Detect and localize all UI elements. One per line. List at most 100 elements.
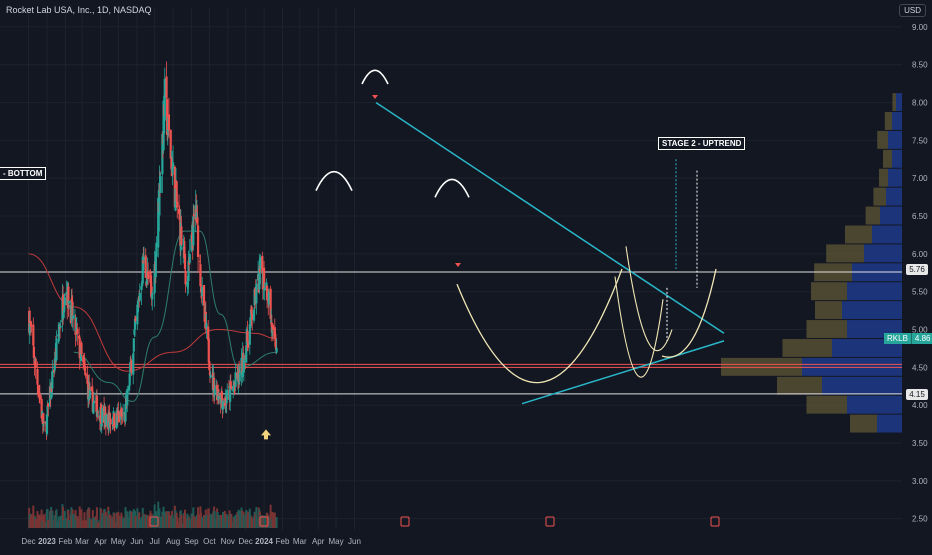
candle-body — [265, 285, 269, 300]
volume-bar — [59, 515, 62, 528]
candle-body — [191, 232, 194, 243]
candle-body — [129, 362, 132, 371]
candle-body — [249, 309, 253, 321]
candle-body — [199, 288, 203, 293]
volume-profile-up — [896, 93, 902, 112]
candle-body — [161, 133, 164, 175]
candle-body — [141, 282, 144, 287]
volume-bar — [129, 510, 132, 528]
candle-body — [183, 246, 186, 258]
candle-body — [45, 414, 49, 435]
candle-body — [72, 315, 75, 319]
candle-body — [183, 253, 187, 269]
volume-bar — [155, 511, 158, 528]
y-tick-label: 7.50 — [912, 136, 928, 145]
candle-body — [252, 309, 256, 321]
candle-body — [36, 385, 40, 394]
candle-body — [134, 316, 137, 321]
candle-body — [41, 413, 44, 424]
candle-body — [88, 389, 91, 399]
x-tick-label: Dec — [239, 537, 253, 546]
candle-body — [142, 260, 145, 264]
volume-profile-up — [886, 187, 902, 206]
x-axis: Dec 2023 Feb Mar Apr May Jun Jul Aug Sep Oct Nov Dec… — [21, 537, 361, 546]
volume-bar — [192, 516, 195, 528]
last-symbol: RKLB — [884, 333, 911, 344]
last-price-tag: RKLB 4.86 — [884, 333, 932, 344]
candle-body — [213, 388, 216, 396]
candle-body — [250, 306, 253, 314]
x-tick-label: Apr — [94, 537, 107, 546]
volume-bar — [95, 507, 98, 528]
volume-bar — [101, 513, 104, 528]
candle-body — [53, 369, 56, 373]
candle-body — [153, 264, 156, 293]
candle-body — [127, 385, 131, 391]
currency-button[interactable]: USD — [899, 4, 926, 17]
candle-body — [53, 364, 56, 370]
candle-body — [167, 114, 171, 131]
candle-body — [169, 129, 172, 159]
up-arrow-marker — [261, 429, 271, 440]
volume-profile-down — [815, 301, 842, 320]
x-tick-label: Feb — [276, 537, 290, 546]
candle-body — [174, 188, 177, 211]
volume-bar — [147, 515, 150, 528]
volume-bar — [74, 509, 77, 528]
y-tick-label: 6.50 — [912, 212, 928, 221]
volume-bar — [72, 514, 75, 528]
head-shoulders-arc — [361, 69, 389, 85]
x-tick-label: Sep — [184, 537, 199, 546]
candle-body — [208, 361, 211, 371]
candle-body — [196, 225, 200, 257]
volume-bar — [124, 507, 127, 528]
volume-bar — [186, 513, 189, 528]
volume-bar — [122, 517, 125, 528]
candle-body — [207, 338, 210, 363]
candle-body — [149, 282, 153, 286]
candle-body — [246, 331, 249, 342]
volume-bar — [207, 508, 210, 528]
x-tick-label: May — [328, 537, 343, 546]
candle-body — [94, 401, 97, 403]
cup-projection-curve — [661, 268, 717, 358]
candle-body — [84, 372, 87, 376]
volume-profile-down — [892, 93, 896, 112]
candle-body — [151, 293, 154, 300]
candle-body — [232, 384, 235, 389]
candle-body — [136, 304, 139, 325]
moving-average-line — [73, 230, 278, 402]
candle-body — [128, 373, 131, 386]
y-tick-label: 4.50 — [912, 363, 928, 372]
volume-bar — [40, 509, 43, 528]
x-tick-label: Jul — [150, 537, 160, 546]
drawings — [149, 69, 725, 527]
candle-body — [58, 327, 61, 332]
handle-curve — [625, 246, 673, 352]
candle-body — [86, 374, 89, 384]
volume-bar — [67, 519, 70, 528]
volume-profile-up — [847, 395, 902, 414]
volume-bar — [180, 514, 183, 528]
candle-body — [67, 286, 70, 308]
candle-body — [62, 310, 65, 319]
candle-body — [166, 129, 169, 132]
candle-body — [42, 421, 46, 423]
candle-body — [173, 166, 176, 208]
volume-bar — [184, 517, 187, 528]
volume-bar — [151, 516, 154, 528]
candle-body — [55, 338, 58, 361]
volume-profile-down — [777, 376, 822, 395]
x-tick-label: Mar — [75, 537, 89, 546]
volume-bar — [84, 520, 87, 528]
candle-body — [120, 408, 123, 417]
candle-body — [271, 327, 274, 337]
head-shoulders-arc — [434, 178, 470, 198]
y-tick-label: 7.00 — [912, 174, 928, 183]
volume-bars — [28, 501, 278, 528]
candle-body — [158, 183, 161, 216]
volume-bar — [247, 511, 250, 528]
volume-bar — [226, 514, 229, 528]
